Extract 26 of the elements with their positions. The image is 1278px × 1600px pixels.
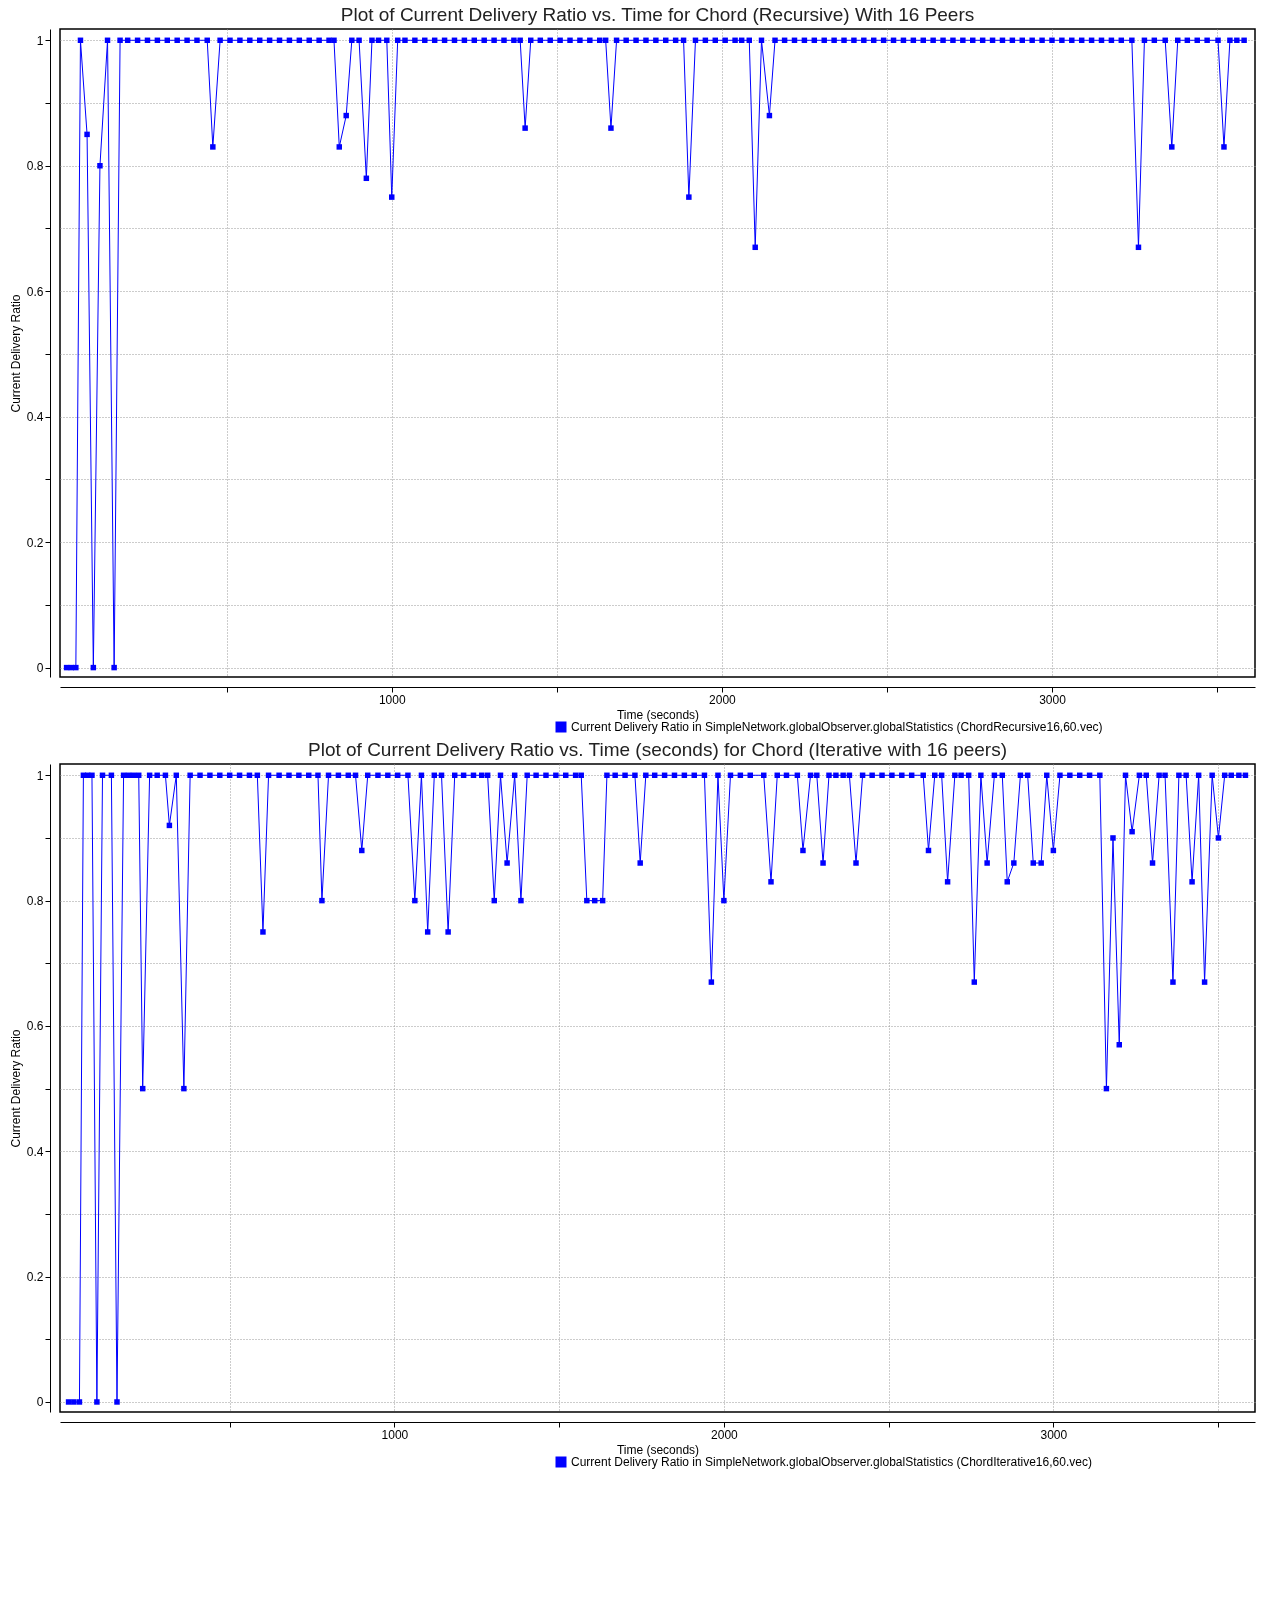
x-tick-label: 2000: [709, 692, 737, 707]
y-tick-label: 0.4: [26, 410, 44, 425]
y-tick-label: 0.6: [26, 284, 44, 299]
y-tick-label: 0.8: [26, 894, 44, 909]
legend-label: Current Delivery Ratio in SimpleNetwork.globalObserver.globalStatistics (ChordIterative16,60.vec): [571, 1455, 1092, 1469]
x-axis-title: Time (seconds): [616, 707, 700, 722]
y-axis-title: Current Delivery Ratio: [8, 1029, 23, 1148]
y-axis-title: Current Delivery Ratio: [8, 294, 23, 413]
y-tick-label: 0: [36, 1395, 44, 1410]
y-tick-label: 0.4: [26, 1144, 44, 1159]
y-tick-label: 0: [36, 661, 44, 676]
y-tick-label: 0.8: [26, 159, 44, 174]
x-tick-label: 3000: [1039, 692, 1067, 707]
y-tick-label: 0.2: [26, 1270, 44, 1285]
x-tick-label: 1000: [378, 692, 406, 707]
legend-label: Current Delivery Ratio in SimpleNetwork.globalObserver.globalStatistics (ChordRecursive16,60.vec): [571, 720, 1103, 734]
chart-title: Plot of Current Delivery Ratio vs. Time (seconds) for Chord (Iterative with 16 peers): [307, 739, 1008, 760]
x-tick-label: 3000: [1040, 1427, 1068, 1442]
x-tick-label: 2000: [711, 1427, 739, 1442]
chart-title: Plot of Current Delivery Ratio vs. Time for Chord (Recursive) With 16 Peers: [340, 4, 975, 25]
x-tick-label: 1000: [381, 1427, 409, 1442]
y-tick-label: 0.2: [26, 535, 44, 550]
y-tick-label: 0.6: [26, 1019, 44, 1034]
y-tick-label: 1: [36, 33, 44, 48]
y-tick-label: 1: [36, 768, 44, 783]
x-axis-title: Time (seconds): [616, 1442, 700, 1457]
